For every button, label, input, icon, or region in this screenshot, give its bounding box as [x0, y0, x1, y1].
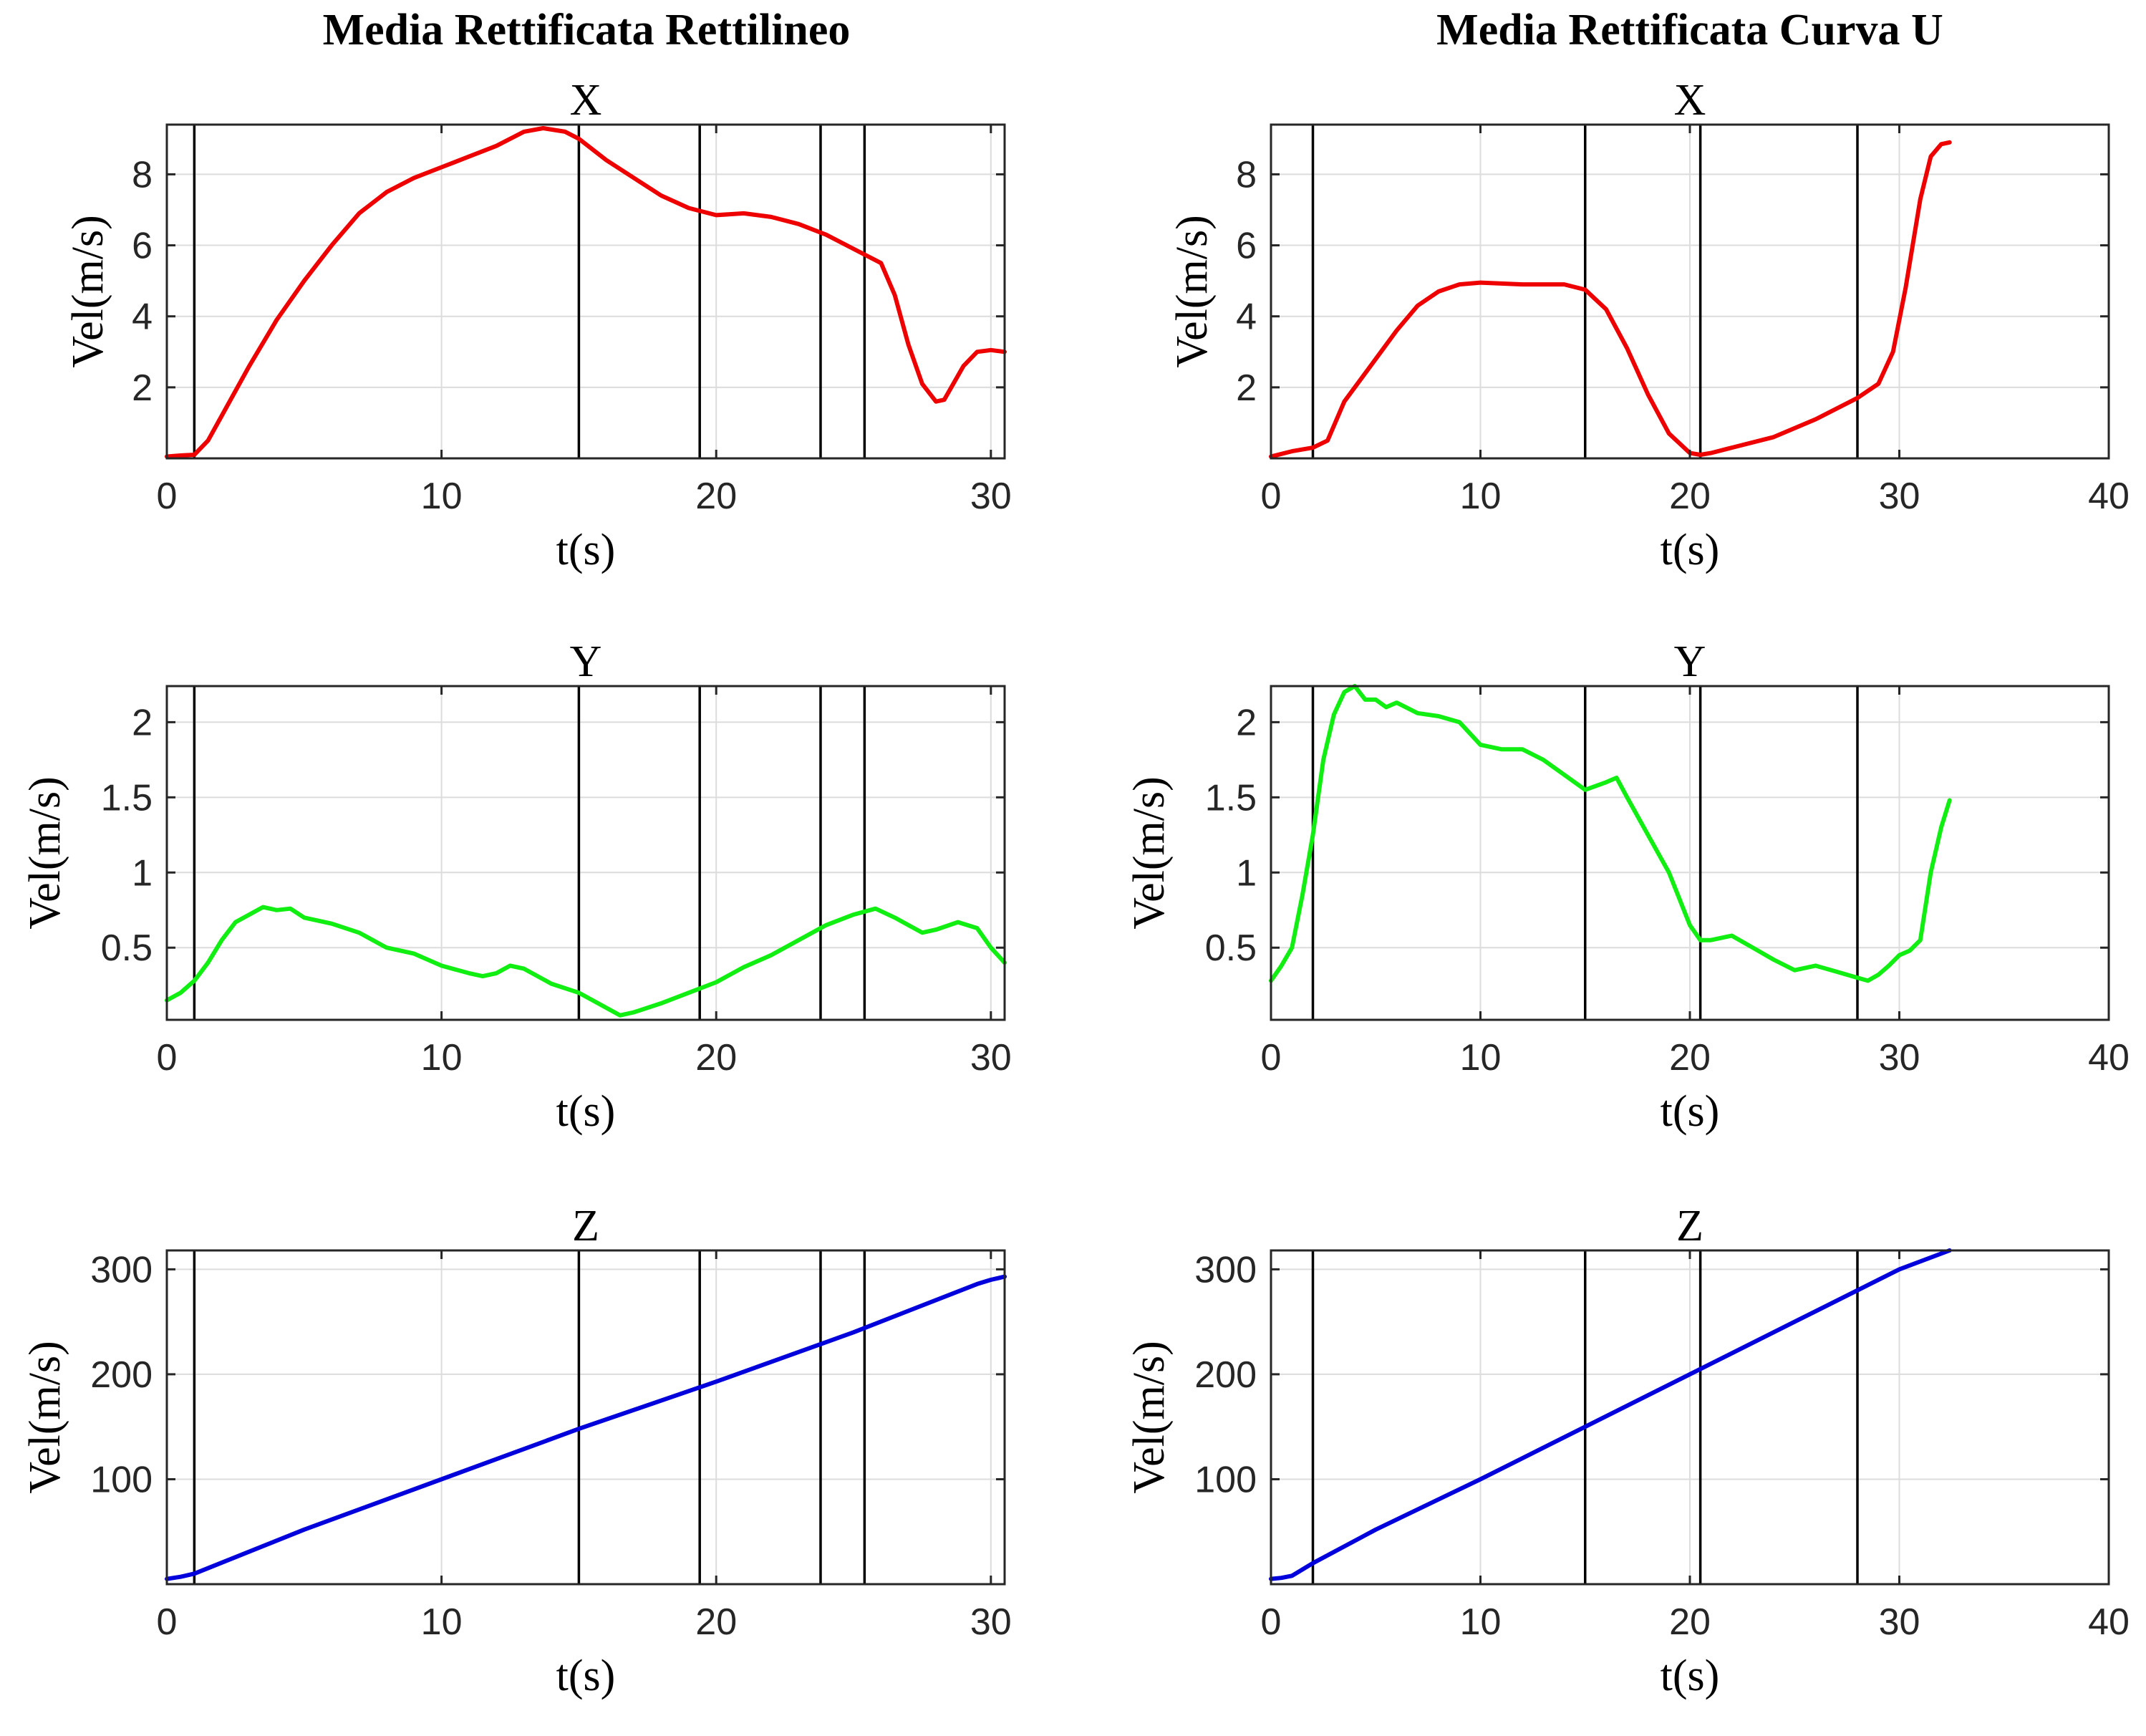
x-axis-label: t(s): [556, 526, 616, 574]
x-tick-label: 30: [970, 1037, 1012, 1079]
x-tick-label: 0: [1261, 476, 1282, 517]
y-tick-label: 300: [1194, 1249, 1257, 1291]
series-line-y: [165, 905, 1007, 1018]
x-tick-label: 10: [1460, 1601, 1502, 1643]
subplot-rett-z: 0 10 20 30 100 200 300 Zt(s) Vel(m/s): [21, 1202, 1012, 1700]
y-axis-label: Vel(m/s): [21, 1341, 69, 1494]
y-tick-label: 4: [132, 296, 153, 338]
column-title-rettilineo: Media Rettificata Rettilineo: [323, 6, 851, 54]
x-tick-label: 30: [970, 1601, 1012, 1643]
x-tick-label: 30: [1879, 1037, 1920, 1079]
axes-frame: [165, 1249, 1006, 1586]
x-tick-label: 30: [970, 476, 1012, 517]
x-tick-label: 10: [421, 1037, 463, 1079]
subplot-curva-y: 0 10 20 30 40 0.5 1 1.5 2 Yt(s) Vel(m/s): [1125, 637, 2130, 1136]
subplot-title: Z: [1676, 1202, 1703, 1250]
plot-area: [167, 686, 1005, 1020]
axes-frame: [165, 123, 1006, 460]
subplot-curva-z: 0 10 20 30 40 100 200 300 Zt(s) Vel(m/s): [1125, 1202, 2130, 1700]
y-tick-label: 1.5: [1205, 777, 1257, 819]
x-tick-label: 0: [157, 1601, 178, 1643]
y-tick-label: 2: [132, 367, 153, 409]
x-axis-label: t(s): [556, 1087, 616, 1136]
y-tick-label: 1.5: [101, 777, 153, 819]
x-tick-label: 20: [1669, 1601, 1711, 1643]
y-tick-label: 1: [132, 852, 153, 894]
x-axis-label: t(s): [556, 1651, 616, 1700]
x-tick-label: 20: [695, 1037, 737, 1079]
y-tick-label: 0.5: [1205, 927, 1257, 969]
x-tick-label: 0: [157, 1037, 178, 1079]
x-tick-label: 0: [1261, 1601, 1282, 1643]
y-tick-label: 0.5: [101, 927, 153, 969]
x-tick-label: 30: [1879, 1601, 1920, 1643]
x-tick-label: 10: [421, 476, 463, 517]
y-axis-label: Vel(m/s): [1125, 776, 1174, 930]
y-tick-label: 100: [90, 1459, 153, 1500]
x-tick-label: 20: [1669, 476, 1711, 517]
y-tick-label: 1: [1236, 852, 1257, 894]
x-tick-label: 10: [1460, 1037, 1502, 1079]
x-tick-label: 20: [695, 1601, 737, 1643]
subplot-rett-x: 0 10 20 30 2 4 6 8 Xt(s) Vel(m/s): [64, 76, 1012, 574]
x-tick-label: 20: [1669, 1037, 1711, 1079]
subplot-title: Y: [570, 637, 602, 686]
y-tick-label: 200: [90, 1354, 153, 1396]
y-tick-label: 2: [132, 702, 153, 743]
x-tick-label: 40: [2088, 476, 2130, 517]
series-line-y: [1269, 684, 1952, 983]
y-axis-label: Vel(m/s): [21, 776, 69, 930]
series-line-z: [1269, 1248, 1952, 1581]
y-tick-label: 6: [132, 226, 153, 267]
series-line-x: [165, 126, 1007, 459]
column-title-curva-u: Media Rettificata Curva U: [1436, 6, 1943, 54]
y-tick-label: 100: [1194, 1459, 1257, 1500]
x-tick-label: 0: [1261, 1037, 1282, 1079]
series-line-z: [165, 1274, 1007, 1581]
x-axis-label: t(s): [1661, 1651, 1720, 1700]
subplot-rett-y: 0 10 20 30 0.5 1 1.5 2 Yt(s) Vel(m/s): [21, 637, 1012, 1136]
y-tick-label: 200: [1194, 1354, 1257, 1396]
x-tick-label: 10: [1460, 476, 1502, 517]
y-tick-label: 6: [1236, 226, 1257, 267]
y-tick-label: 8: [132, 154, 153, 196]
x-tick-label: 0: [157, 476, 178, 517]
y-axis-label: Vel(m/s): [1125, 1341, 1174, 1494]
y-tick-label: 300: [90, 1249, 153, 1291]
axes-frame: [165, 685, 1006, 1021]
subplot-title: Y: [1674, 637, 1706, 686]
x-tick-label: 30: [1879, 476, 1920, 517]
subplot-title: X: [570, 76, 602, 125]
y-tick-label: 4: [1236, 296, 1257, 338]
y-tick-label: 8: [1236, 154, 1257, 196]
x-tick-label: 40: [2088, 1601, 2130, 1643]
subplot-curva-x: 0 10 20 30 40 2 4 6 8 Xt(s) Vel(m/s): [1168, 76, 2130, 574]
y-axis-label: Vel(m/s): [64, 215, 112, 368]
x-axis-label: t(s): [1661, 1087, 1720, 1136]
x-tick-label: 10: [421, 1601, 463, 1643]
x-tick-label: 40: [2088, 1037, 2130, 1079]
subplot-title: Z: [572, 1202, 599, 1250]
y-tick-label: 2: [1236, 702, 1257, 743]
series-line-x: [1269, 140, 1952, 459]
subplot-title: X: [1674, 76, 1706, 125]
y-axis-label: Vel(m/s): [1168, 215, 1217, 368]
y-tick-label: 2: [1236, 367, 1257, 409]
x-axis-label: t(s): [1661, 526, 1720, 574]
x-tick-label: 20: [695, 476, 737, 517]
